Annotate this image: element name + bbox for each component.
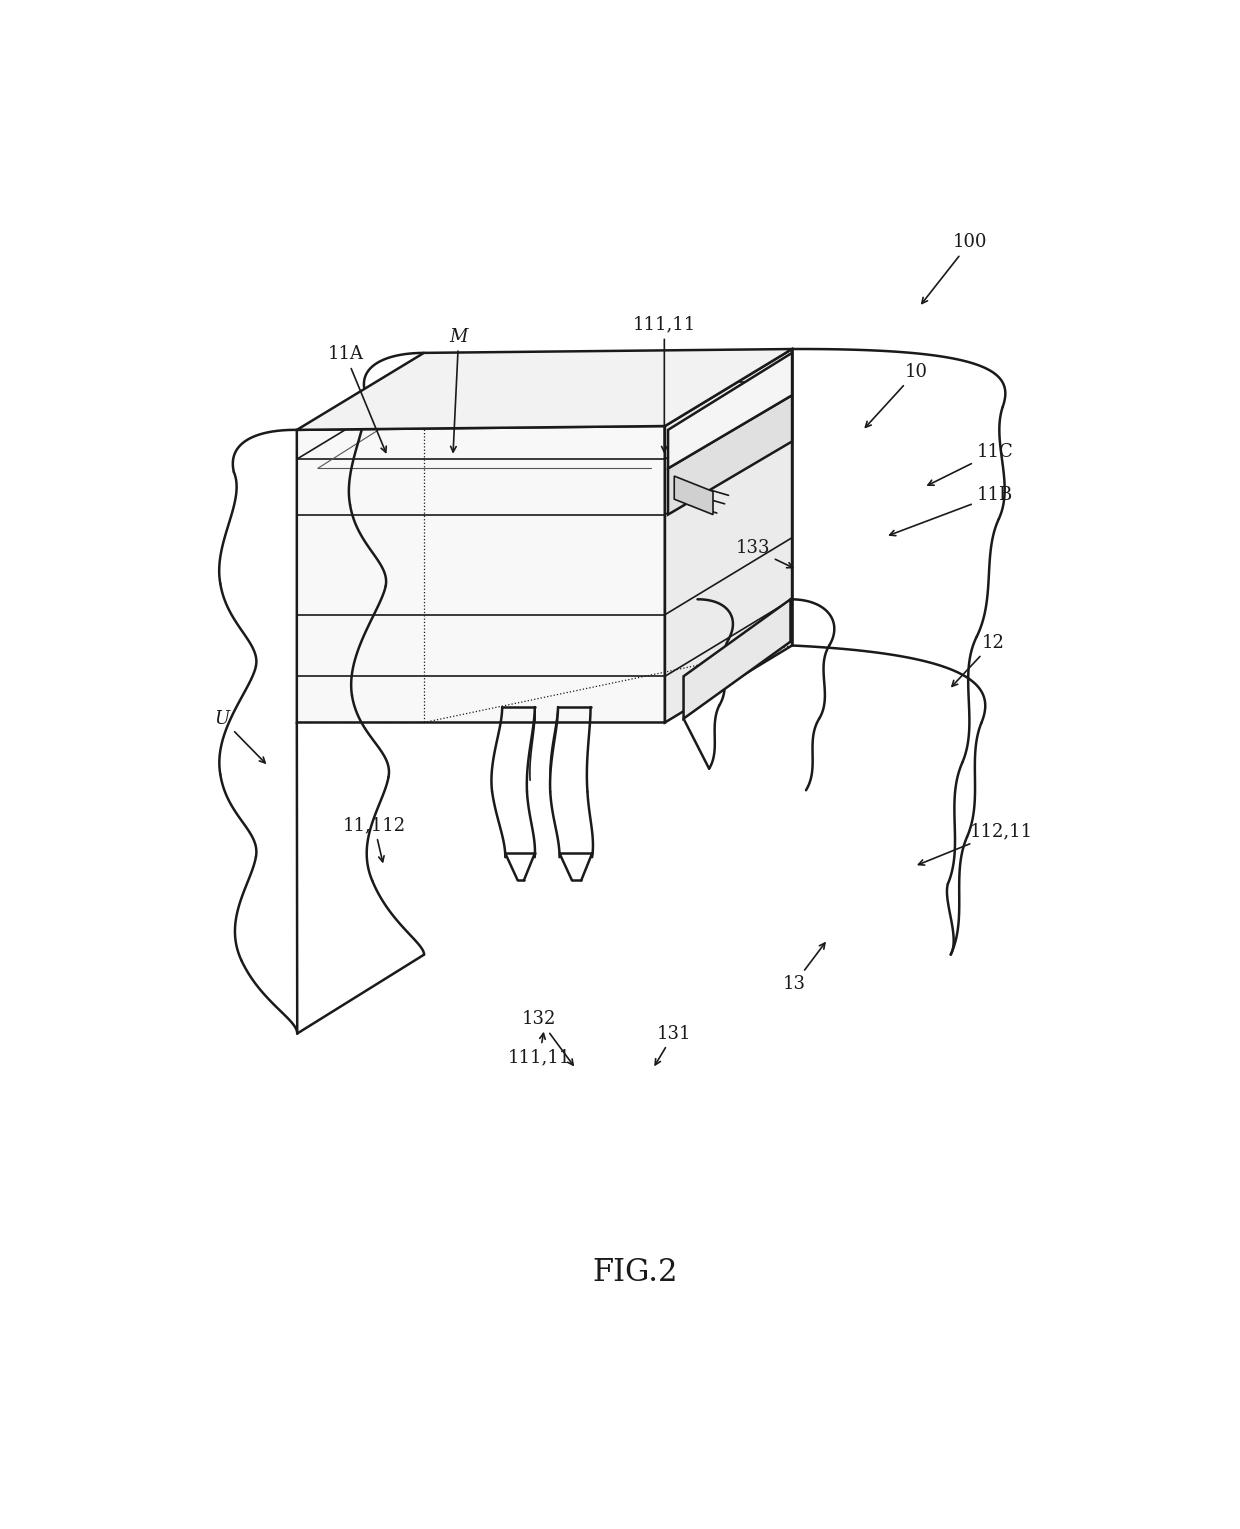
Text: 133: 133: [735, 540, 792, 567]
Text: 11B: 11B: [890, 486, 1013, 535]
Text: 11C: 11C: [928, 443, 1013, 485]
Polygon shape: [296, 427, 665, 723]
Polygon shape: [296, 349, 792, 430]
Text: U: U: [215, 709, 265, 763]
Text: M: M: [449, 327, 467, 453]
Text: 13: 13: [782, 943, 825, 992]
Text: 10: 10: [866, 362, 928, 427]
Text: 111,11: 111,11: [507, 1034, 572, 1066]
Text: FIG.2: FIG.2: [593, 1257, 678, 1287]
Text: 112,11: 112,11: [919, 823, 1033, 865]
Text: 111,11: 111,11: [632, 317, 696, 453]
Text: 12: 12: [952, 633, 1004, 687]
Polygon shape: [668, 353, 792, 468]
Text: 11A: 11A: [327, 346, 386, 453]
Text: 11,112: 11,112: [342, 816, 405, 862]
Polygon shape: [665, 349, 792, 723]
Text: 131: 131: [655, 1024, 691, 1064]
Polygon shape: [683, 599, 791, 719]
Text: 132: 132: [522, 1011, 573, 1066]
Polygon shape: [675, 476, 713, 515]
Polygon shape: [668, 394, 792, 515]
Text: 100: 100: [921, 234, 987, 303]
